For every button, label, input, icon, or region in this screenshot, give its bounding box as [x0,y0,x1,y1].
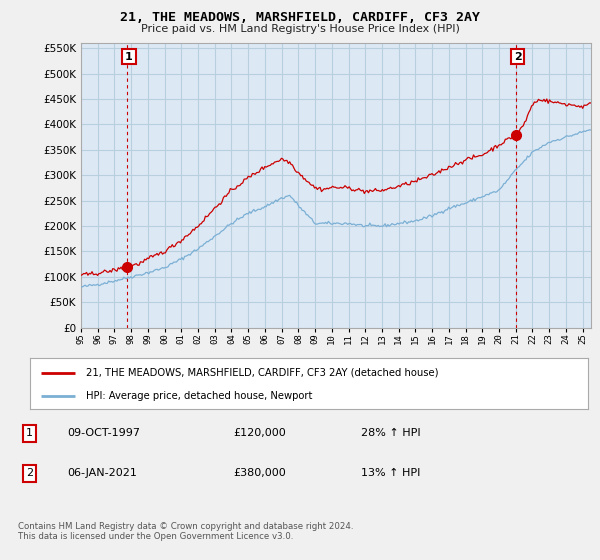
Text: 06-JAN-2021: 06-JAN-2021 [67,468,137,478]
Text: 1: 1 [26,428,33,438]
Text: Contains HM Land Registry data © Crown copyright and database right 2024.
This d: Contains HM Land Registry data © Crown c… [18,522,353,542]
Text: 28% ↑ HPI: 28% ↑ HPI [361,428,421,438]
Text: 2: 2 [26,468,33,478]
Text: 21, THE MEADOWS, MARSHFIELD, CARDIFF, CF3 2AY (detached house): 21, THE MEADOWS, MARSHFIELD, CARDIFF, CF… [86,367,438,377]
Text: 09-OCT-1997: 09-OCT-1997 [67,428,140,438]
Text: 1: 1 [125,52,133,62]
Text: HPI: Average price, detached house, Newport: HPI: Average price, detached house, Newp… [86,391,312,401]
Text: Price paid vs. HM Land Registry's House Price Index (HPI): Price paid vs. HM Land Registry's House … [140,24,460,34]
Text: 21, THE MEADOWS, MARSHFIELD, CARDIFF, CF3 2AY: 21, THE MEADOWS, MARSHFIELD, CARDIFF, CF… [120,11,480,24]
Text: £120,000: £120,000 [233,428,286,438]
Text: 13% ↑ HPI: 13% ↑ HPI [361,468,421,478]
Text: 2: 2 [514,52,521,62]
Text: £380,000: £380,000 [233,468,286,478]
